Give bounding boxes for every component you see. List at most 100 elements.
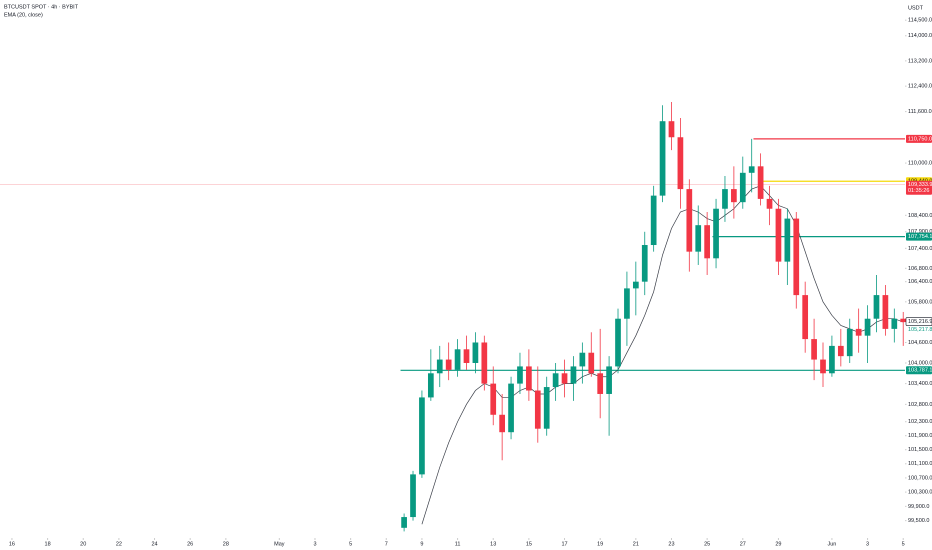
x-tick-label: 7 bbox=[385, 541, 388, 547]
price-line-label: 107,754.1 bbox=[908, 234, 932, 240]
x-tick-label: 29 bbox=[775, 541, 781, 547]
candle-body bbox=[481, 342, 488, 384]
candle-body bbox=[650, 195, 657, 246]
x-tick-label: 15 bbox=[526, 541, 532, 547]
candle-body bbox=[748, 166, 755, 173]
candle-body bbox=[588, 352, 595, 374]
y-tick-label: 102,300.0 bbox=[908, 419, 932, 425]
y-tick-label: 101,500.0 bbox=[908, 447, 932, 453]
candle-body bbox=[668, 121, 675, 138]
x-tick-label: 9 bbox=[420, 541, 423, 547]
x-tick-label: 5 bbox=[349, 541, 352, 547]
candle-body bbox=[508, 383, 514, 433]
x-tick-label: 17 bbox=[561, 541, 567, 547]
y-tick-label: 107,900.0 bbox=[908, 229, 932, 235]
candle-body bbox=[713, 208, 719, 259]
y-tick-label: 106,400.0 bbox=[908, 279, 932, 285]
x-tick-label: 24 bbox=[151, 541, 157, 547]
y-tick-label: 99,900.0 bbox=[908, 504, 929, 510]
y-tick-label: 106,800.0 bbox=[908, 266, 932, 272]
candle-body bbox=[632, 281, 639, 289]
candle-body bbox=[401, 517, 407, 528]
price-line-box bbox=[906, 366, 932, 375]
x-tick-label: 19 bbox=[597, 541, 603, 547]
x-tick-label: 26 bbox=[187, 541, 193, 547]
candle-body bbox=[641, 245, 648, 282]
candle-body bbox=[606, 366, 612, 394]
candle-body bbox=[855, 328, 862, 336]
price-line-box bbox=[906, 134, 932, 143]
last-price-label: 105,217.8 bbox=[908, 327, 932, 333]
candle-body bbox=[436, 359, 443, 374]
y-tick-label: 104,000.0 bbox=[908, 360, 932, 366]
candle-body bbox=[534, 390, 541, 429]
y-tick-label: 107,400.0 bbox=[908, 246, 932, 252]
x-tick-label: 20 bbox=[80, 541, 86, 547]
candle-body bbox=[526, 366, 532, 391]
y-tick-label: 114,500.0 bbox=[908, 18, 932, 24]
candle-body bbox=[864, 318, 871, 336]
candle-body bbox=[445, 359, 452, 370]
candle-body bbox=[722, 189, 728, 209]
y-tick-label: 100,700.0 bbox=[908, 475, 932, 481]
candle-body bbox=[739, 172, 746, 203]
y-tick-label: 103,400.0 bbox=[908, 381, 932, 387]
x-tick-label: 13 bbox=[490, 541, 496, 547]
y-tick-label: 108,400.0 bbox=[908, 213, 932, 219]
x-tick-label: 3 bbox=[866, 541, 869, 547]
current-price-label: 109,333.9 bbox=[908, 182, 932, 188]
x-tick-label: 22 bbox=[116, 541, 122, 547]
candle-body bbox=[891, 318, 898, 329]
candle-body bbox=[561, 373, 568, 384]
candle-body bbox=[454, 349, 461, 370]
x-tick-label: 28 bbox=[223, 541, 229, 547]
y-tick-label: 104,600.0 bbox=[908, 340, 932, 346]
y-tick-label: 110,000.0 bbox=[908, 161, 932, 167]
y-tick-label: 113,200.0 bbox=[908, 58, 932, 64]
currency-label: USDT bbox=[908, 5, 924, 11]
candle-body bbox=[704, 225, 710, 259]
candle-body bbox=[419, 397, 425, 475]
candle-body bbox=[775, 208, 782, 262]
candle-body bbox=[802, 295, 809, 340]
candle-body bbox=[552, 373, 559, 388]
candle-body bbox=[686, 189, 693, 252]
y-tick-label: 111,600.0 bbox=[908, 109, 932, 115]
candle-body bbox=[811, 339, 817, 360]
candle-body bbox=[757, 166, 764, 199]
y-tick-label: 105,800.0 bbox=[908, 299, 932, 305]
candle-body bbox=[873, 295, 880, 319]
y-tick-label: 112,400.0 bbox=[908, 84, 932, 90]
x-tick-label: Jun bbox=[827, 541, 836, 547]
current-price-box bbox=[906, 180, 932, 195]
last-price-label: 105,216.9 bbox=[908, 319, 932, 325]
y-tick-label: 101,100.0 bbox=[908, 461, 932, 467]
candle-body bbox=[837, 345, 844, 357]
candle-body bbox=[793, 218, 800, 296]
candle-body bbox=[731, 189, 737, 203]
candle-body bbox=[829, 345, 835, 374]
candle-body bbox=[677, 137, 684, 190]
candle-body bbox=[472, 342, 479, 363]
countdown-label: 01:35:26 bbox=[908, 188, 929, 194]
candle-body bbox=[624, 288, 630, 319]
price-line-box bbox=[906, 232, 932, 241]
candle-body bbox=[570, 366, 577, 384]
x-tick-label: 16 bbox=[9, 541, 15, 547]
indicator-label: EMA (20, close) bbox=[4, 12, 43, 18]
candle-body bbox=[820, 359, 826, 374]
y-tick-label: 102,800.0 bbox=[908, 402, 932, 408]
candle-body bbox=[499, 414, 505, 433]
candle-body bbox=[784, 218, 791, 262]
candle-body bbox=[695, 225, 702, 252]
x-tick-label: 3 bbox=[313, 541, 316, 547]
y-tick-label: 114,000.0 bbox=[908, 33, 932, 39]
candle-body bbox=[597, 373, 604, 394]
candle-body bbox=[882, 295, 889, 329]
candle-body bbox=[900, 318, 907, 323]
candle-body bbox=[579, 352, 586, 367]
candle-body bbox=[766, 198, 773, 209]
x-tick-label: 23 bbox=[668, 541, 674, 547]
